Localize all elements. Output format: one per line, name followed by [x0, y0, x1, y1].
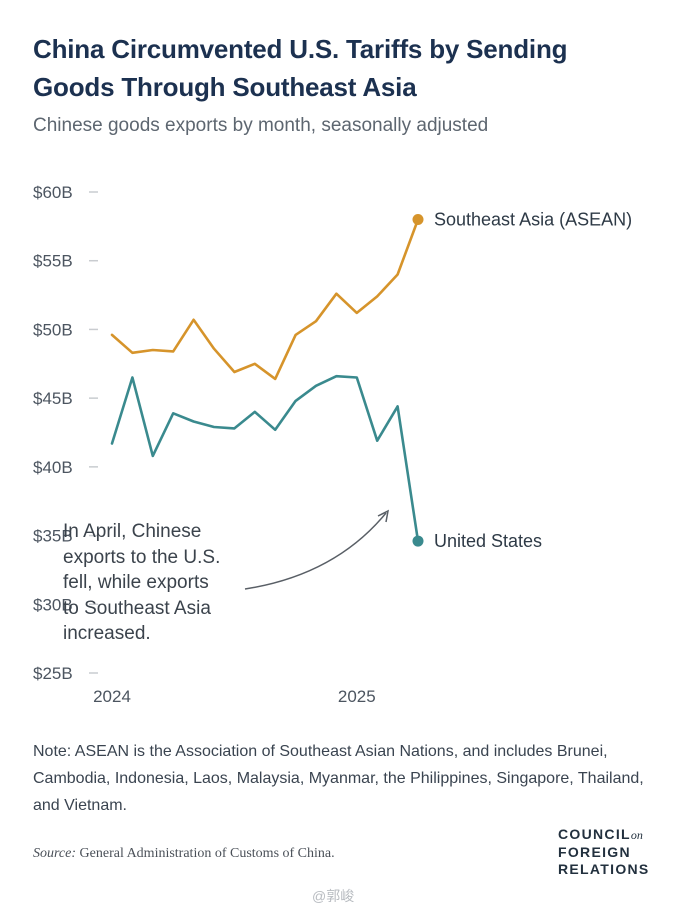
- chart-source: Source: General Administration of Custom…: [33, 846, 335, 862]
- cfr-logo: COUNCILon FOREIGN RELATIONS: [558, 826, 650, 878]
- y-tick-label: $50B: [33, 320, 73, 339]
- source-label: Source:: [33, 846, 77, 861]
- annotation-line: to Southeast Asia: [63, 597, 211, 619]
- annotation-arrow: [244, 512, 387, 590]
- annotation-line: fell, while exports: [63, 572, 209, 593]
- chart-subtitle: Chinese goods exports by month, seasonal…: [33, 115, 489, 136]
- y-tick-label: $35B: [33, 527, 73, 546]
- x-tick-label: 2024: [93, 687, 131, 706]
- series-endpoint: [412, 535, 424, 547]
- logo-line: RELATIONS: [558, 861, 650, 877]
- series-label: United States: [434, 531, 542, 551]
- watermark: @郭峻: [312, 888, 355, 904]
- source-text: General Administration of Customs of Chi…: [79, 846, 335, 861]
- annotation-text: In April, Chinese exports to the U.S. fe…: [63, 519, 263, 647]
- chart-note: Note: ASEAN is the Association of Southe…: [33, 743, 644, 814]
- series-line: [110, 218, 420, 381]
- logo-line: FOREIGN: [558, 844, 631, 860]
- logo-line: COUNCILon: [558, 826, 643, 842]
- y-tick-label: $25B: [33, 664, 73, 683]
- x-axis-ticks: 2024 2025: [93, 687, 376, 706]
- y-tick-label: $55B: [33, 252, 73, 271]
- series-line: [110, 374, 420, 543]
- annotation-line: exports to the U.S.: [63, 546, 221, 568]
- series-label: Southeast Asia (ASEAN): [434, 209, 632, 229]
- y-tick-label: $60B: [33, 183, 73, 202]
- series-lines: Southeast Asia (ASEAN) United States: [110, 209, 632, 551]
- y-tick-label: $40B: [33, 458, 73, 477]
- x-tick-label: 2025: [338, 687, 376, 706]
- annotation-line: increased.: [63, 623, 151, 644]
- y-axis-ticks: $60B $55B $50B $45B $40B $35B $30B $25B: [33, 183, 98, 683]
- series-endpoint: [412, 213, 424, 225]
- annotation-arrowhead-icon: [377, 509, 390, 523]
- y-tick-label: $45B: [33, 389, 73, 408]
- chart-title: China Circumvented U.S. Tariffs by Sendi…: [33, 34, 568, 102]
- y-tick-label: $30B: [33, 595, 73, 614]
- annotation-line: In April, Chinese: [63, 521, 202, 542]
